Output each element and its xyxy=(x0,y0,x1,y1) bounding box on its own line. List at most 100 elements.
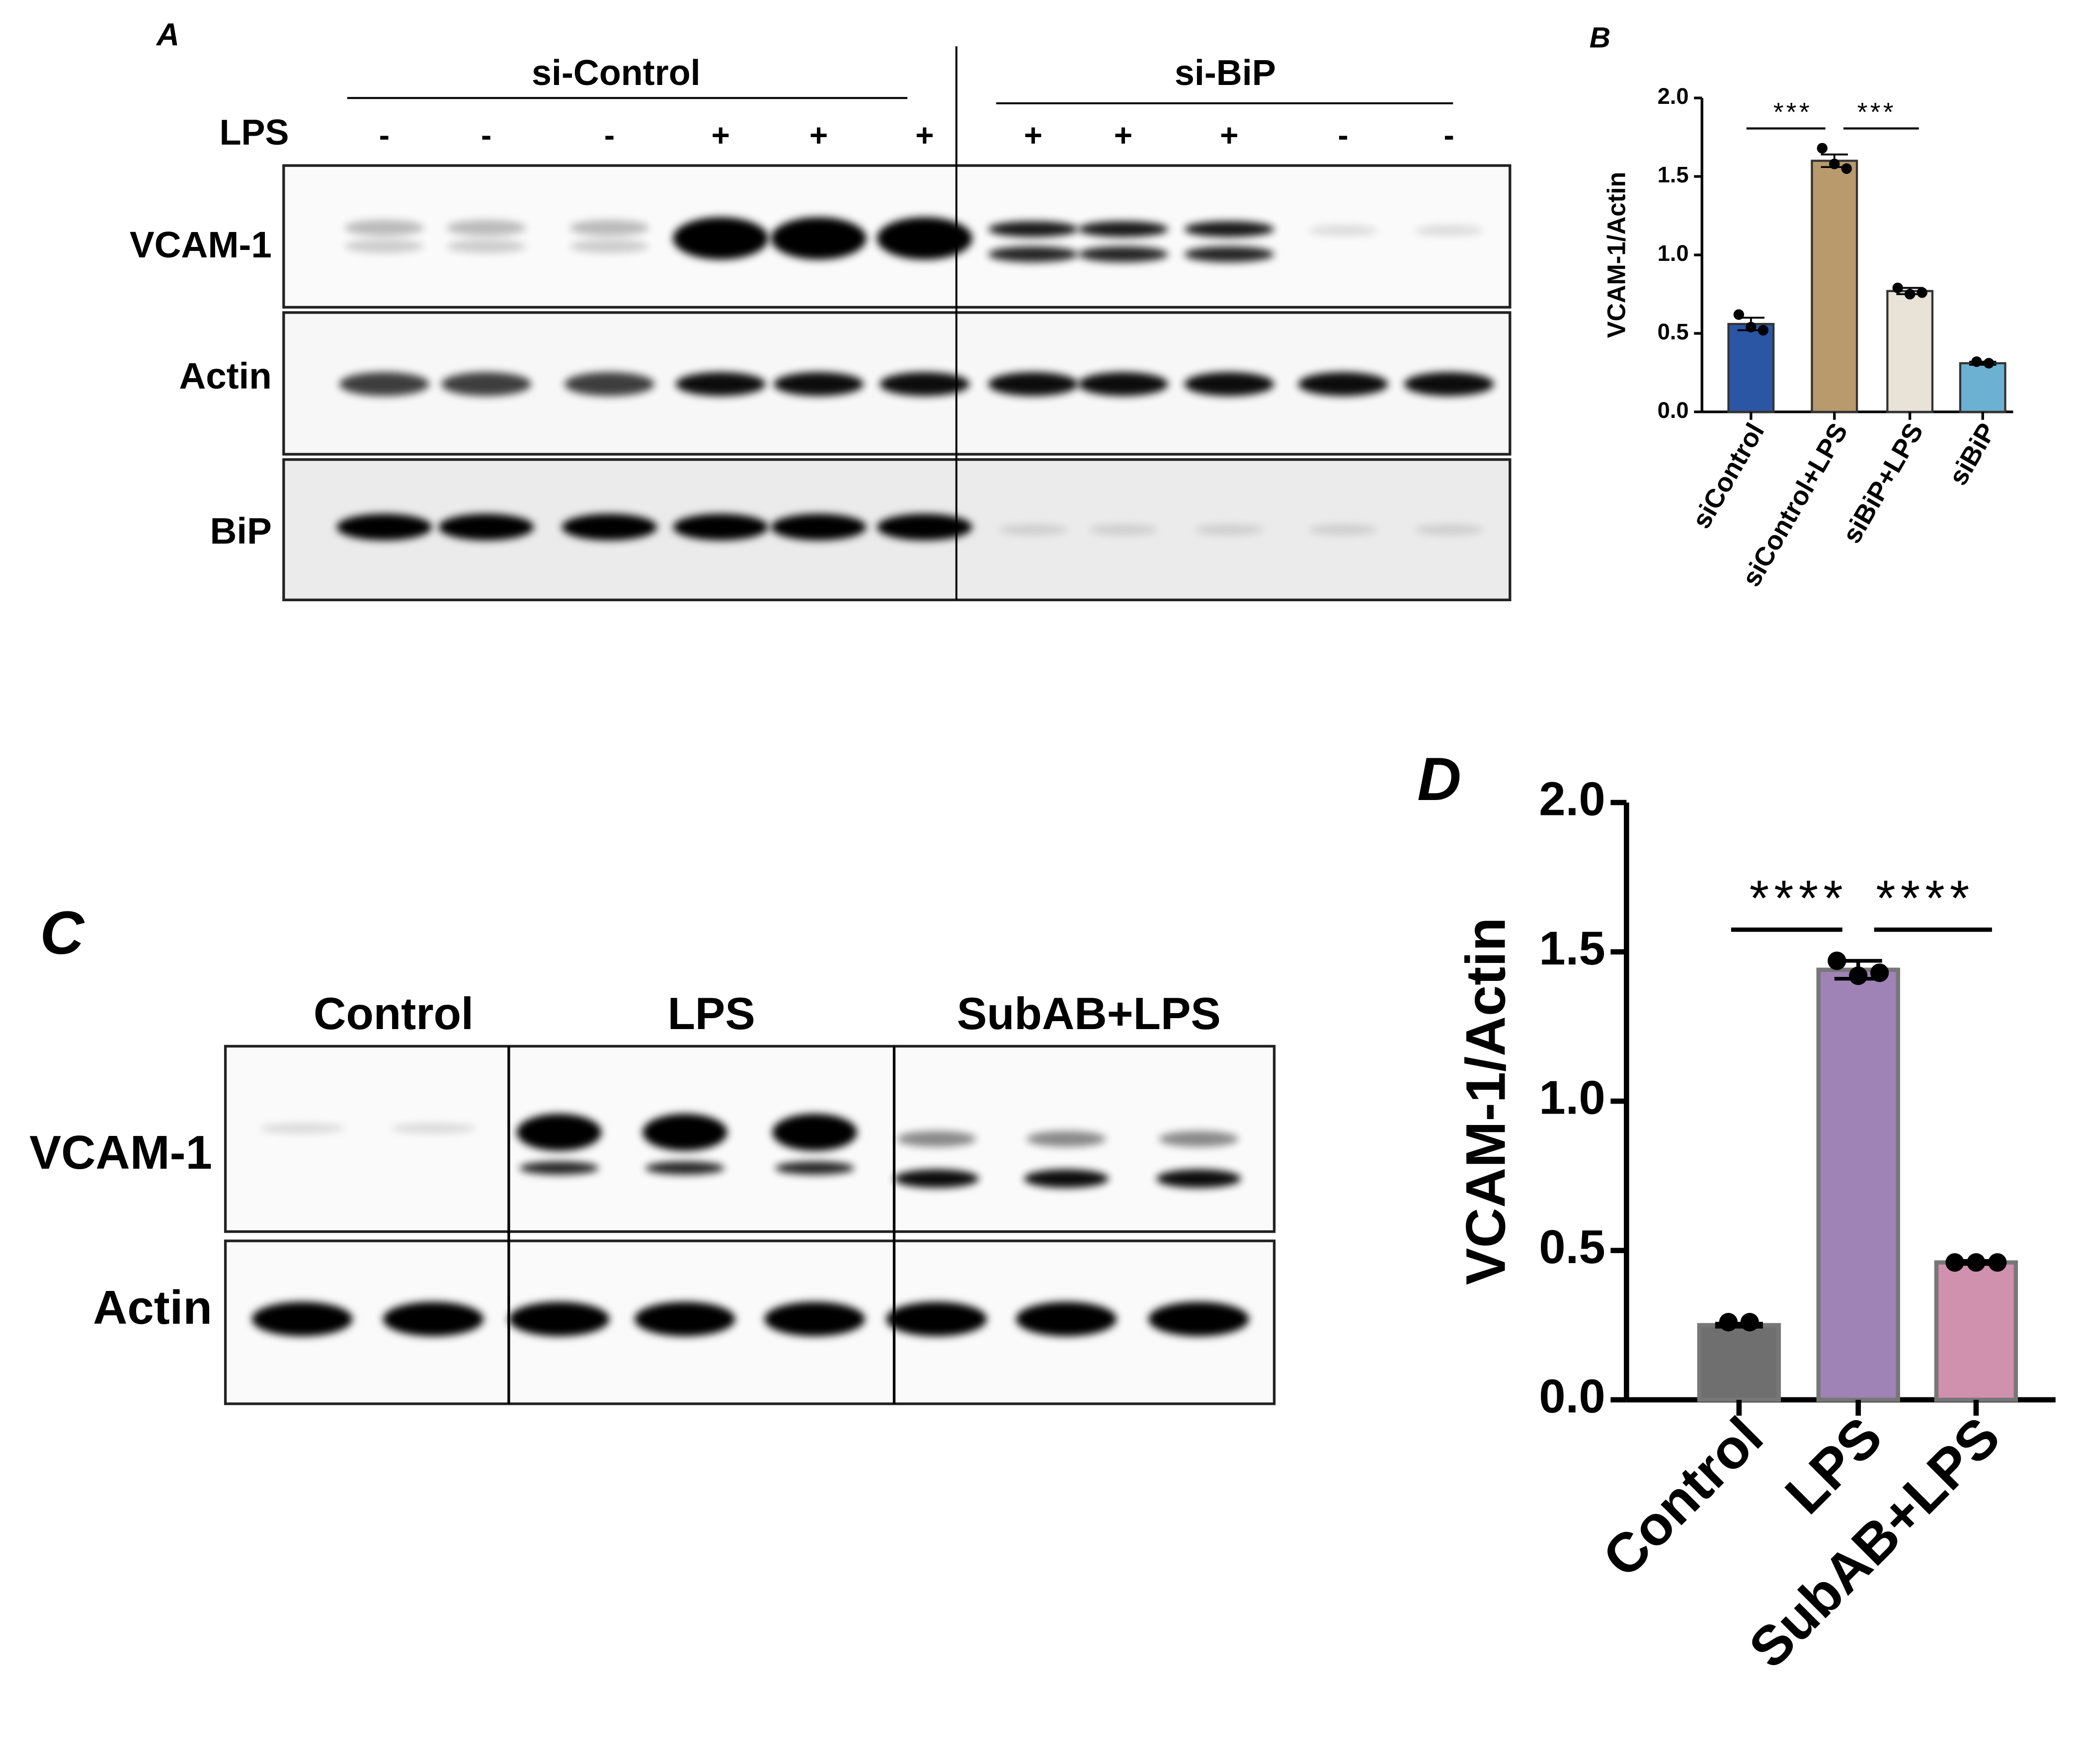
band xyxy=(1414,524,1484,535)
y-tick-label: 0.0 xyxy=(1658,398,1689,423)
band xyxy=(886,1301,987,1337)
treatment-label: LPS xyxy=(220,113,289,153)
band xyxy=(1184,372,1275,396)
band xyxy=(999,524,1068,535)
data-point xyxy=(1849,966,1868,985)
band xyxy=(773,372,864,396)
blot-row xyxy=(224,1239,1276,1405)
panel-label: B xyxy=(1590,21,1610,54)
band xyxy=(446,220,526,236)
band xyxy=(1024,1169,1109,1188)
data-point xyxy=(1757,324,1769,336)
data-point xyxy=(1719,1313,1738,1332)
data-point xyxy=(1905,289,1916,300)
band xyxy=(1027,1131,1106,1147)
treatment-sign: - xyxy=(1444,117,1454,153)
treatment-sign: + xyxy=(1220,117,1238,153)
row-label: VCAM-1 xyxy=(29,1126,212,1179)
data-point xyxy=(1892,282,1903,294)
treatment-sign: - xyxy=(379,117,390,153)
y-tick-label: 0.5 xyxy=(1539,1220,1605,1274)
band xyxy=(988,221,1078,238)
band xyxy=(564,372,655,396)
y-tick-label: 1.0 xyxy=(1658,241,1689,266)
y-tick-label: 1.5 xyxy=(1539,922,1605,975)
band xyxy=(988,372,1078,396)
band xyxy=(775,1161,855,1175)
band xyxy=(251,1301,353,1337)
band xyxy=(438,514,534,541)
band xyxy=(569,220,649,236)
data-point xyxy=(1841,163,1852,174)
band xyxy=(877,514,972,541)
y-tick-label: 1.0 xyxy=(1539,1071,1605,1124)
row-label: Actin xyxy=(179,355,272,397)
band xyxy=(1184,246,1275,262)
group-label: SubAB+LPS xyxy=(957,989,1221,1039)
group-label: si-BiP xyxy=(1175,53,1276,93)
band xyxy=(344,240,424,253)
band xyxy=(1016,1301,1117,1337)
band xyxy=(441,372,532,396)
band xyxy=(508,1301,610,1337)
band xyxy=(1404,372,1494,396)
data-point xyxy=(1828,951,1846,970)
band xyxy=(673,514,769,541)
data-point xyxy=(1829,159,1840,169)
band xyxy=(1148,1301,1249,1337)
row-label: VCAM-1 xyxy=(130,224,272,265)
band xyxy=(1078,372,1169,396)
panel-label: D xyxy=(1417,745,1461,813)
band xyxy=(1308,225,1378,236)
blot-a: si-Control si-BiP LPS - - - + + + + + + - - VCAM-1 Acti… xyxy=(130,46,1512,601)
band xyxy=(771,217,867,260)
band xyxy=(1089,524,1158,535)
significance-label: **** xyxy=(1876,870,1974,926)
blot-row xyxy=(224,1044,1276,1233)
band xyxy=(635,1301,735,1337)
data-point xyxy=(1945,1253,1964,1272)
band xyxy=(771,514,867,541)
data-point xyxy=(1746,321,1757,332)
data-point xyxy=(1983,358,1995,369)
treatment-sign: + xyxy=(712,117,730,153)
y-axis-label: VCAM-1/Actin xyxy=(1454,917,1517,1285)
band xyxy=(391,1123,476,1134)
band xyxy=(1195,524,1264,535)
band xyxy=(673,217,769,260)
band xyxy=(772,1114,857,1151)
bar xyxy=(1727,322,1775,413)
band xyxy=(1308,524,1378,535)
data-point xyxy=(1967,1253,1986,1272)
y-tick-label: 2.0 xyxy=(1658,83,1689,109)
band xyxy=(879,372,970,396)
treatment-sign: + xyxy=(915,117,934,153)
row-label: Actin xyxy=(93,1281,212,1334)
band xyxy=(561,514,657,541)
data-point xyxy=(1870,963,1889,982)
band xyxy=(645,1161,725,1175)
band xyxy=(1159,1131,1239,1147)
data-point xyxy=(1971,356,1982,367)
treatment-sign: + xyxy=(1024,117,1042,153)
band xyxy=(569,240,649,253)
data-point xyxy=(1733,309,1745,320)
data-point xyxy=(1817,143,1828,154)
data-point xyxy=(1740,1313,1759,1332)
band xyxy=(1156,1169,1241,1188)
band xyxy=(896,1131,976,1147)
band xyxy=(344,220,424,236)
band xyxy=(877,217,972,260)
data-point xyxy=(1917,287,1927,298)
band xyxy=(1414,225,1484,236)
y-tick-label: 0.5 xyxy=(1658,319,1689,344)
treatment-sign: + xyxy=(1114,117,1132,153)
band xyxy=(259,1123,345,1134)
group-label: si-Control xyxy=(532,53,701,93)
band xyxy=(642,1114,727,1151)
bar xyxy=(1959,362,2006,413)
treatment-sign: + xyxy=(809,117,828,153)
y-axis-label: VCAM-1/Actin xyxy=(1602,172,1631,338)
treatment-sign: - xyxy=(604,117,615,153)
significance-label: *** xyxy=(1857,97,1896,127)
